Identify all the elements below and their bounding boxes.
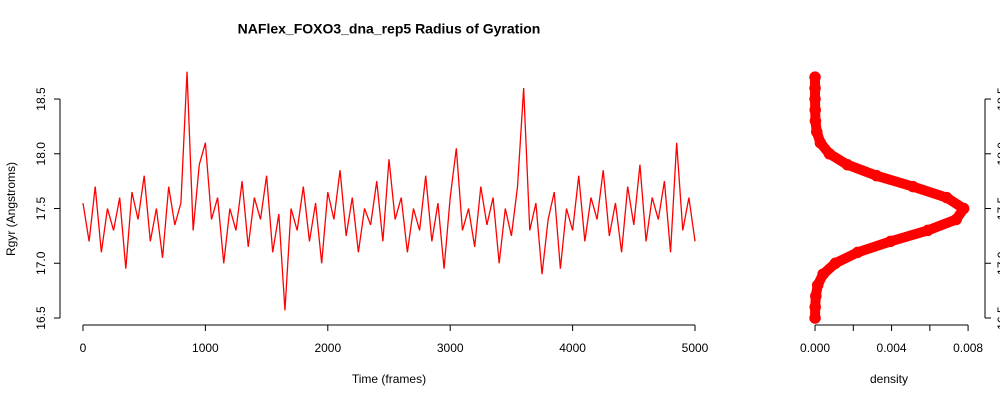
data-point (814, 137, 827, 149)
data-point (817, 268, 829, 280)
chart-title: NAFlex_FOXO3_dna_rep5 Radius of Gyration (238, 21, 541, 37)
data-point (851, 246, 864, 259)
y-tick-label: 18.0 (995, 142, 1000, 166)
y-tick-label: 17.5 (995, 197, 1000, 221)
y-tick-label: 18.5 (995, 87, 1000, 111)
y-tick-label: 17.5 (34, 197, 48, 221)
data-point (809, 115, 822, 127)
data-point (809, 71, 821, 83)
data-point (809, 312, 821, 324)
data-point (950, 213, 962, 226)
data-point (823, 148, 836, 160)
y-tick-label: 17.0 (995, 251, 1000, 275)
y-tick-label: 17.0 (34, 251, 48, 275)
x-axis-label: density (870, 372, 908, 386)
data-point (829, 257, 842, 270)
x-axis-label: Time (frames) (352, 372, 426, 386)
y-tick-label: 16.5 (34, 306, 48, 330)
data-point (884, 235, 897, 248)
y-tick-label: 18.0 (34, 142, 48, 166)
data-point (811, 126, 823, 138)
density-curve (810, 72, 969, 324)
y-tick-label: 16.5 (995, 306, 1000, 330)
data-point (809, 82, 821, 94)
data-point (907, 180, 919, 193)
data-point (809, 93, 821, 105)
data-point (940, 191, 953, 204)
data-point (809, 104, 821, 116)
x-tick-label: 1000 (192, 341, 219, 355)
data-point (870, 169, 883, 182)
x-tick-label: 5000 (682, 341, 709, 355)
x-tick-label: 4000 (559, 341, 586, 355)
data-point (811, 279, 824, 291)
data-point (809, 301, 821, 313)
y-axis-label: Rgyr (Angstroms) (4, 162, 18, 256)
data-point (810, 290, 822, 302)
x-tick-label: 3000 (437, 341, 464, 355)
x-tick-label: 0.004 (877, 341, 907, 355)
y-tick-label: 18.5 (34, 87, 48, 111)
x-tick-label: 2000 (314, 341, 341, 355)
x-tick-label: 0.008 (953, 341, 983, 355)
data-line (82, 71, 696, 311)
x-tick-label: 0 (80, 341, 87, 355)
data-point (957, 202, 970, 215)
data-point (921, 224, 934, 237)
x-tick-label: 0.000 (800, 341, 830, 355)
data-point (841, 158, 854, 171)
